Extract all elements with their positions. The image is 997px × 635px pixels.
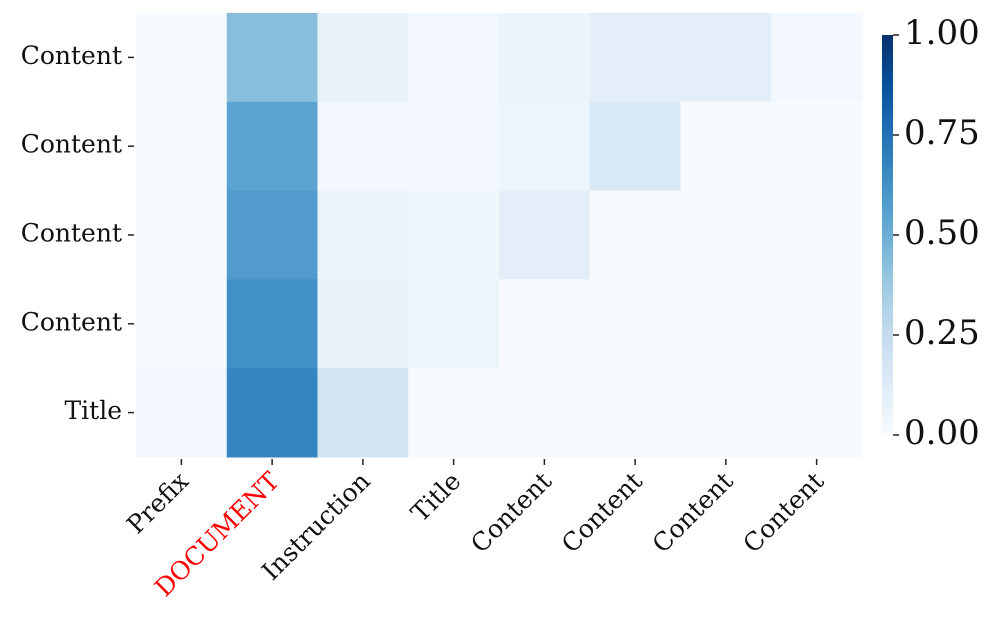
heatmap-cell	[317, 101, 409, 192]
heatmap-cell	[680, 190, 772, 280]
heatmap-cell	[499, 101, 591, 192]
heatmap-cell	[408, 368, 500, 458]
heatmap-cell	[499, 368, 591, 458]
colorbar-tick-label: 1.00	[904, 13, 980, 53]
y-tick-label: Content	[21, 307, 122, 336]
heatmap-cell	[680, 101, 772, 192]
heatmap-cell	[771, 368, 863, 458]
y-tick-label: Content	[21, 130, 122, 159]
heatmap-cell	[499, 279, 591, 369]
heatmap-cell	[226, 368, 318, 458]
heatmap-cell	[136, 368, 228, 458]
colorbar-tick-label: 0.00	[904, 413, 980, 453]
heatmap-cell	[408, 190, 500, 280]
x-tick-label: Content	[465, 466, 557, 558]
x-tick-label: Title	[405, 466, 466, 527]
heatmap-cell	[226, 13, 318, 103]
heatmap-cell	[771, 279, 863, 369]
y-tick-label: Content	[21, 41, 122, 70]
heatmap-cell	[226, 279, 318, 369]
x-tick-label: Content	[556, 466, 648, 558]
heatmap-cell	[317, 190, 409, 280]
heatmap-cell	[499, 13, 591, 103]
colorbar	[882, 35, 893, 435]
heatmap-cell	[136, 101, 228, 192]
colorbar-tick-label: 0.75	[904, 113, 980, 153]
heatmap-cell	[680, 13, 772, 103]
heatmap-cell	[589, 13, 681, 103]
heatmap-cell	[771, 101, 863, 192]
heatmap-cell	[226, 101, 318, 192]
heatmap-cell	[771, 190, 863, 280]
heatmap-cell	[317, 13, 409, 103]
heatmap-cell	[589, 190, 681, 280]
heatmap-cell	[226, 190, 318, 280]
x-tick-label: Content	[647, 466, 739, 558]
heatmap-cell	[408, 279, 500, 369]
heatmap-cell	[136, 190, 228, 280]
heatmap-cell	[317, 279, 409, 369]
y-tick-label: Title	[64, 396, 122, 425]
heatmap-cell	[408, 13, 500, 103]
heatmap-cell	[136, 13, 228, 103]
heatmap-cell	[589, 279, 681, 369]
x-tick-label: Prefix	[121, 466, 194, 539]
heatmap-cell	[589, 101, 681, 192]
colorbar-tick-label: 0.50	[904, 213, 980, 253]
heatmap-cell	[408, 101, 500, 192]
heatmap-cell	[136, 279, 228, 369]
heatmap-cell	[589, 368, 681, 458]
heatmap-cell	[771, 13, 863, 103]
heatmap-cell	[499, 190, 591, 280]
heatmap-cell	[317, 368, 409, 458]
y-tick-label: Content	[21, 219, 122, 248]
colorbar-tick-label: 0.25	[904, 313, 980, 353]
heatmap-cell	[680, 279, 772, 369]
heatmap-cell	[680, 368, 772, 458]
x-tick-label: Content	[737, 466, 829, 558]
